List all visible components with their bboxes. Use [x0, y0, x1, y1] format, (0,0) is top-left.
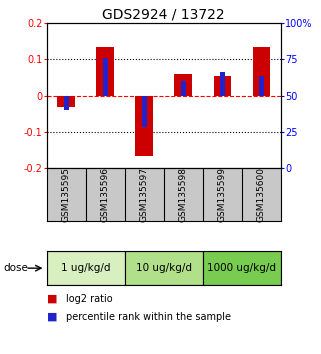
Text: GSM135600: GSM135600 [257, 167, 266, 222]
Bar [57, 96, 75, 107]
Text: GSM135598: GSM135598 [179, 167, 188, 222]
Bar [135, 96, 153, 156]
Bar [203, 251, 281, 285]
Bar [220, 72, 225, 96]
Text: GSM135596: GSM135596 [100, 167, 110, 222]
Bar [96, 47, 114, 96]
Bar [213, 76, 231, 96]
Bar [174, 74, 192, 96]
Text: ■: ■ [47, 294, 57, 304]
Bar [47, 251, 125, 285]
Bar [125, 251, 203, 285]
Text: dose: dose [3, 263, 28, 273]
Title: GDS2924 / 13722: GDS2924 / 13722 [102, 8, 225, 22]
Bar [181, 81, 186, 96]
Text: percentile rank within the sample: percentile rank within the sample [66, 312, 231, 322]
Bar [259, 76, 264, 96]
Text: 10 ug/kg/d: 10 ug/kg/d [136, 263, 192, 273]
Bar [142, 96, 147, 127]
Text: GSM135599: GSM135599 [218, 167, 227, 222]
Text: ■: ■ [47, 312, 57, 322]
Text: 1000 ug/kg/d: 1000 ug/kg/d [207, 263, 276, 273]
Text: log2 ratio: log2 ratio [66, 294, 112, 304]
Bar [64, 96, 69, 110]
Text: GSM135597: GSM135597 [140, 167, 149, 222]
Bar [103, 58, 108, 96]
Text: GSM135595: GSM135595 [62, 167, 71, 222]
Bar [253, 47, 270, 96]
Text: 1 ug/kg/d: 1 ug/kg/d [61, 263, 110, 273]
